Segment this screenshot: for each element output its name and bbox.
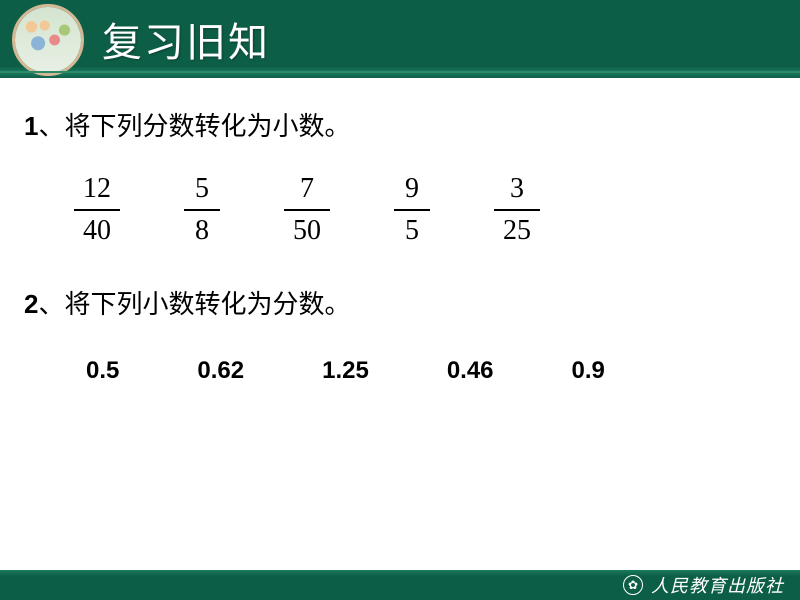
fraction-2: 5 8 (184, 171, 220, 250)
publisher-logo-icon: ✿ (623, 575, 643, 595)
fraction-bar (494, 209, 540, 211)
decimal-2: 0.62 (197, 357, 244, 385)
fraction-4: 9 5 (394, 171, 430, 250)
publisher-name: 人民教育出版社 (651, 572, 784, 598)
question-2-body: 、将下列小数转化为分数。 (38, 290, 350, 319)
header-logo-image (15, 7, 81, 73)
question-1-text: 1、将下列分数转化为小数。 (24, 106, 776, 143)
fraction-bar (394, 209, 430, 211)
fraction-3-den: 50 (293, 213, 321, 249)
slide-footer: ✿ 人民教育出版社 (0, 570, 800, 600)
fraction-bar (284, 209, 330, 211)
fraction-bar (184, 209, 220, 211)
fraction-2-den: 8 (195, 213, 209, 249)
slide-title: 复习旧知 (102, 10, 270, 68)
slide-content: 1、将下列分数转化为小数。 12 40 5 8 7 50 9 5 3 25 (0, 78, 800, 385)
fraction-1: 12 40 (74, 171, 120, 250)
decimal-1: 0.5 (86, 357, 119, 385)
fraction-3-num: 7 (300, 171, 314, 207)
fraction-4-den: 5 (405, 213, 419, 249)
fraction-5-den: 25 (503, 213, 531, 249)
fraction-2-num: 5 (195, 171, 209, 207)
question-2-text: 2、将下列小数转化为分数。 (24, 284, 776, 321)
header-logo (12, 4, 84, 76)
fractions-row: 12 40 5 8 7 50 9 5 3 25 (24, 171, 776, 250)
fraction-3: 7 50 (284, 171, 330, 250)
header-divider (0, 71, 800, 73)
decimal-5: 0.9 (572, 357, 605, 385)
question-1-body: 、将下列分数转化为小数。 (38, 112, 350, 141)
question-1-number: 1 (24, 111, 38, 141)
fraction-bar (74, 209, 120, 211)
fraction-1-num: 12 (83, 171, 111, 207)
decimal-3: 1.25 (322, 357, 369, 385)
slide-header: 复习旧知 (0, 0, 800, 78)
fraction-5-num: 3 (510, 171, 524, 207)
fraction-4-num: 9 (405, 171, 419, 207)
fraction-1-den: 40 (83, 213, 111, 249)
fraction-5: 3 25 (494, 171, 540, 250)
question-2-number: 2 (24, 289, 38, 319)
decimals-row: 0.5 0.62 1.25 0.46 0.9 (24, 357, 776, 385)
decimal-4: 0.46 (447, 357, 494, 385)
